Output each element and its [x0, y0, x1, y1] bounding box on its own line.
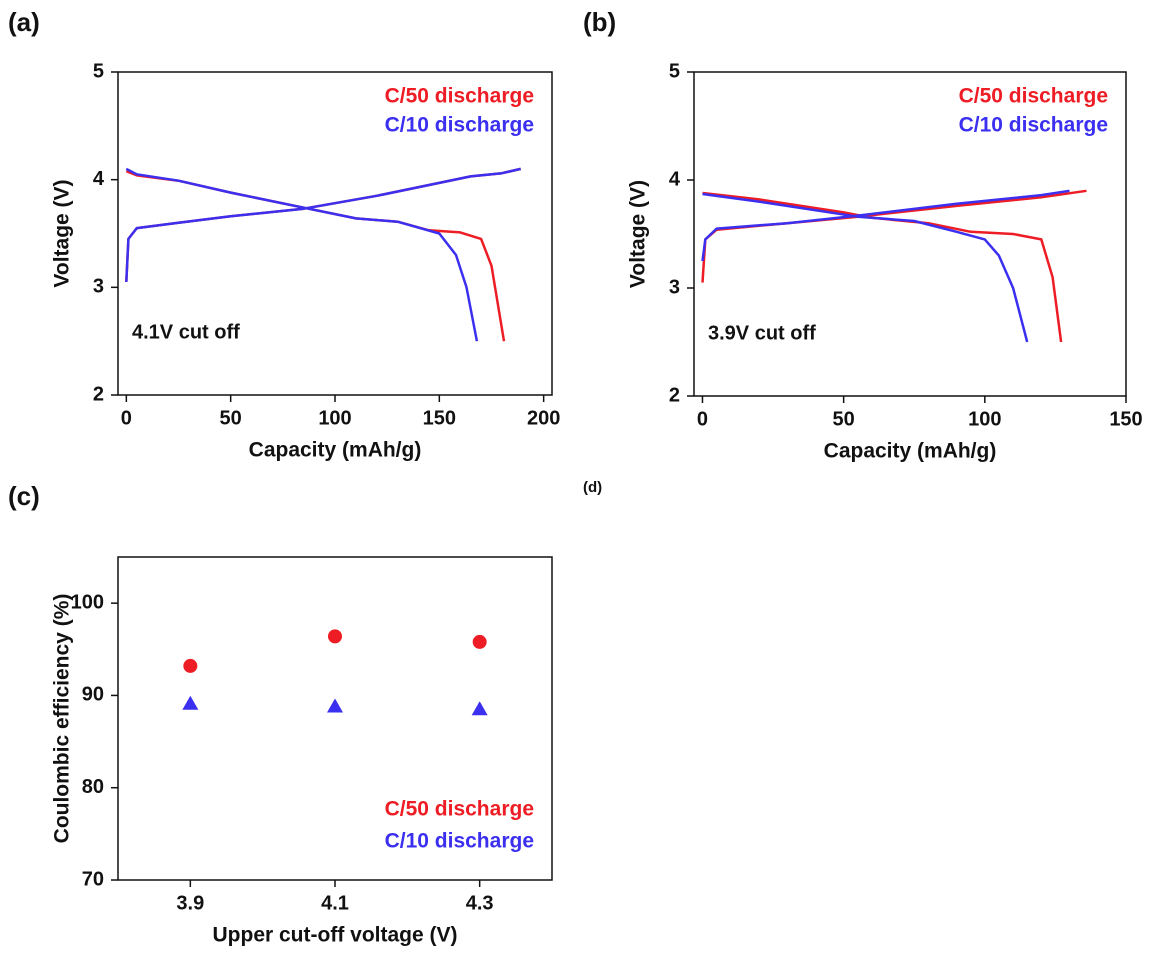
panel-label: (a): [8, 7, 40, 37]
data-line: [125, 167, 521, 342]
x-axis-label: Upper cut-off voltage (V): [213, 924, 458, 947]
data-point: [183, 658, 198, 673]
panel-label: (c): [8, 481, 40, 511]
x-tick-label: 0: [121, 407, 132, 429]
x-axis-label: Capacity (mAh/g): [249, 439, 422, 462]
data-line: [701, 189, 1087, 343]
x-tick-label: 4.1: [321, 892, 349, 914]
x-tick-label: 100: [968, 408, 1001, 430]
y-tick-label: 2: [669, 384, 680, 406]
y-tick-label: 5: [93, 60, 104, 82]
legend-entry: C/10 discharge: [959, 114, 1108, 137]
y-tick-label: 4: [669, 168, 681, 190]
legend-entry: C/50 discharge: [385, 798, 534, 821]
panel-label: (b): [583, 7, 616, 37]
y-tick-label: 3: [93, 276, 104, 298]
y-tick-label: 100: [71, 591, 104, 613]
y-tick-label: 2: [93, 383, 104, 405]
data-point: [328, 629, 342, 644]
x-tick-label: 4.3: [466, 892, 494, 914]
x-tick-label: 0: [697, 408, 708, 430]
annotation: 4.1V cut off: [132, 321, 240, 343]
x-tick-label: 150: [1109, 408, 1142, 430]
annotation: 3.9V cut off: [708, 322, 816, 344]
y-axis-label: Coulombic efficiency (%): [51, 594, 74, 844]
y-tick-label: 5: [669, 60, 680, 82]
data-point: [471, 701, 488, 716]
data-line: [701, 189, 1070, 343]
y-tick-label: 4: [93, 168, 105, 190]
data-point: [327, 698, 343, 713]
y-axis-label: Voltage (V): [627, 180, 650, 288]
x-tick-label: 100: [318, 407, 351, 429]
y-axis-label: Voltage (V): [51, 179, 74, 287]
y-tick-label: 70: [82, 868, 104, 890]
x-tick-label: 3.9: [176, 892, 204, 914]
data-point: [472, 634, 487, 649]
legend-entry: C/50 discharge: [385, 85, 534, 108]
data-line: [125, 167, 521, 342]
x-tick-label: 50: [833, 408, 855, 430]
legend-entry: C/10 discharge: [385, 114, 534, 137]
y-tick-label: 90: [82, 684, 104, 706]
y-tick-label: 3: [669, 276, 680, 298]
x-tick-label: 50: [220, 407, 242, 429]
x-tick-label: 200: [527, 407, 560, 429]
x-axis-label: Capacity (mAh/g): [824, 440, 997, 463]
data-point: [182, 695, 199, 710]
plot-frame: [693, 71, 1127, 397]
panel-label: (d): [583, 479, 602, 496]
legend-entry: C/50 discharge: [959, 85, 1108, 108]
x-tick-label: 150: [423, 407, 456, 429]
legend-entry: C/10 discharge: [385, 830, 534, 853]
y-tick-label: 80: [82, 776, 104, 798]
